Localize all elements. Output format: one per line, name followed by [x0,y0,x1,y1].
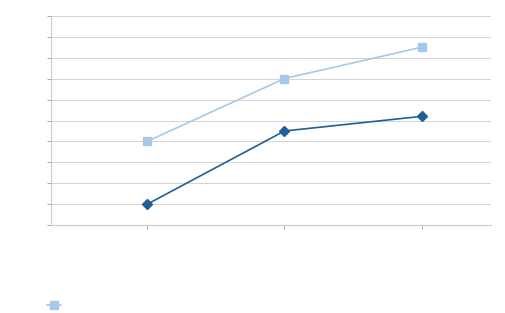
Legend: , : , [46,300,66,313]
